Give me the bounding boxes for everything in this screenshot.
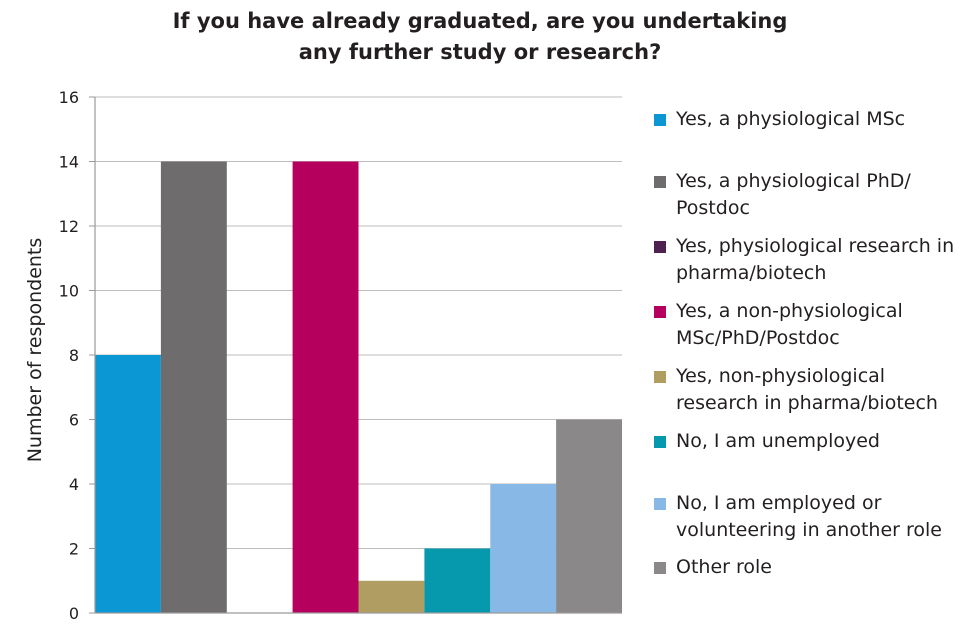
legend-swatch — [654, 176, 666, 188]
chart-title: If you have already graduated, are you u… — [90, 6, 870, 68]
bar-8 — [556, 419, 622, 613]
legend-swatch — [654, 241, 666, 253]
legend-swatch — [654, 498, 666, 510]
legend-swatch — [654, 436, 666, 448]
legend-label: Yes, a non-physiological MSc/PhD/Postdoc — [676, 300, 903, 349]
y-tick-labels: 0 2 4 6 8 10 12 14 16 — [59, 88, 95, 623]
bar-1 — [95, 355, 161, 613]
y-tick-label: 14 — [59, 153, 79, 172]
bars — [95, 161, 622, 614]
y-tick-label: 8 — [69, 346, 79, 365]
y-tick-label: 2 — [69, 540, 79, 559]
legend-swatch — [654, 114, 666, 126]
bar-6 — [424, 548, 491, 613]
chart-title-line-2: any further study or research? — [298, 40, 662, 64]
legend-swatch — [654, 562, 666, 574]
legend-swatch — [654, 371, 666, 383]
y-tick-label: 16 — [59, 88, 79, 107]
legend-label: Yes, non-physiological research in pharm… — [676, 365, 938, 414]
bar-7 — [490, 484, 557, 613]
legend-label: Yes, a physiological PhD/ Postdoc — [676, 170, 911, 219]
y-tick-label: 4 — [69, 475, 79, 494]
legend-label: No, I am employed or volunteering in ano… — [676, 492, 942, 541]
bar-5 — [358, 580, 425, 614]
legend-label: Other role — [676, 556, 772, 578]
legend-label: Yes, physiological research in pharma/bi… — [676, 235, 955, 284]
y-axis-label: Number of respondents — [24, 238, 46, 463]
y-tick-label: 10 — [59, 282, 79, 301]
legend-label: No, I am unemployed — [676, 430, 880, 452]
chart-title-line-1: If you have already graduated, are you u… — [172, 9, 788, 33]
legend-label: Yes, a physiological MSc — [676, 108, 906, 130]
y-tick-label: 0 — [69, 604, 79, 623]
legend-swatch — [654, 306, 666, 318]
y-tick-label: 6 — [69, 411, 79, 430]
y-tick-label: 12 — [59, 217, 79, 236]
bar-2 — [160, 161, 227, 613]
bar-4 — [292, 161, 359, 613]
